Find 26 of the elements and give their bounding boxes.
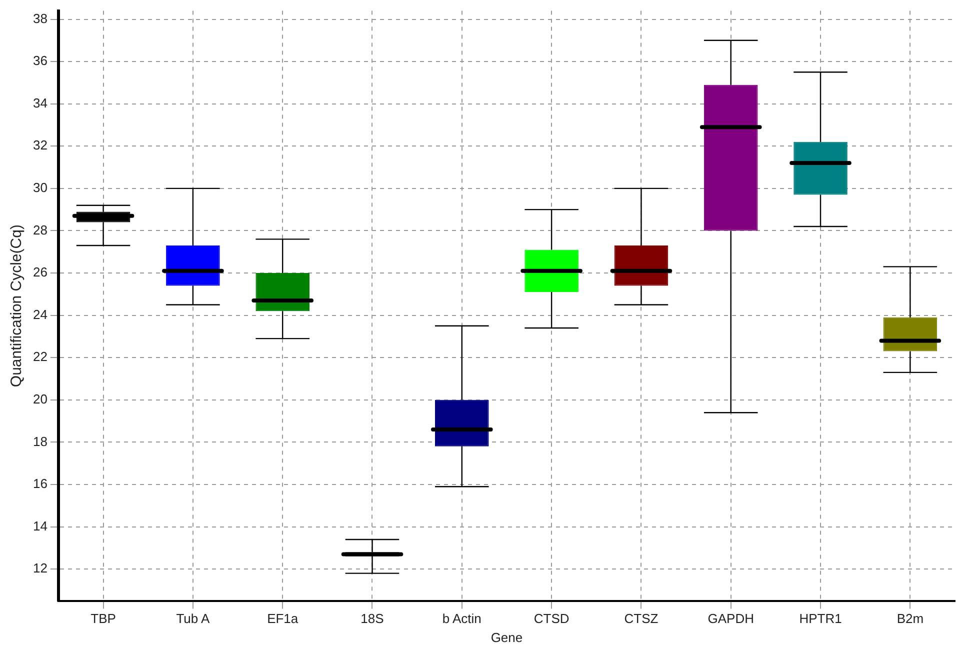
y-tick-label: 32: [32, 138, 48, 153]
x-tick-label: GAPDH: [708, 611, 754, 626]
y-tick-label: 24: [32, 306, 48, 322]
x-tick-label: B2m: [896, 611, 924, 626]
y-tick-label: 14: [32, 518, 48, 534]
y-tick-label: 16: [32, 476, 48, 492]
x-tick-label: CTSD: [534, 611, 570, 626]
x-tick-label: 18S: [360, 611, 384, 626]
y-tick-label: 26: [32, 264, 48, 280]
x-axis-title: Gene: [490, 630, 523, 645]
y-tick-label: 34: [32, 95, 48, 110]
y-tick-label: 22: [32, 349, 48, 364]
y-tick-label: 20: [32, 391, 48, 406]
y-tick-label: 30: [32, 180, 48, 196]
y-axis-title: Quantification Cycle(Cq): [8, 224, 26, 388]
y-tick-label: 28: [32, 222, 48, 238]
x-tick-label: HPTR1: [799, 611, 842, 626]
x-tick-label: EF1a: [267, 611, 299, 626]
x-tick-label: TBP: [90, 611, 116, 626]
x-tick-label: b Actin: [442, 611, 482, 626]
y-tick-label: 36: [32, 53, 48, 68]
y-tick-label: 18: [32, 434, 48, 449]
x-tick-label: CTSZ: [624, 611, 658, 626]
y-tick-label: 38: [32, 10, 48, 26]
y-tick-label: 12: [32, 560, 48, 576]
x-tick-label: Tub A: [176, 611, 210, 626]
